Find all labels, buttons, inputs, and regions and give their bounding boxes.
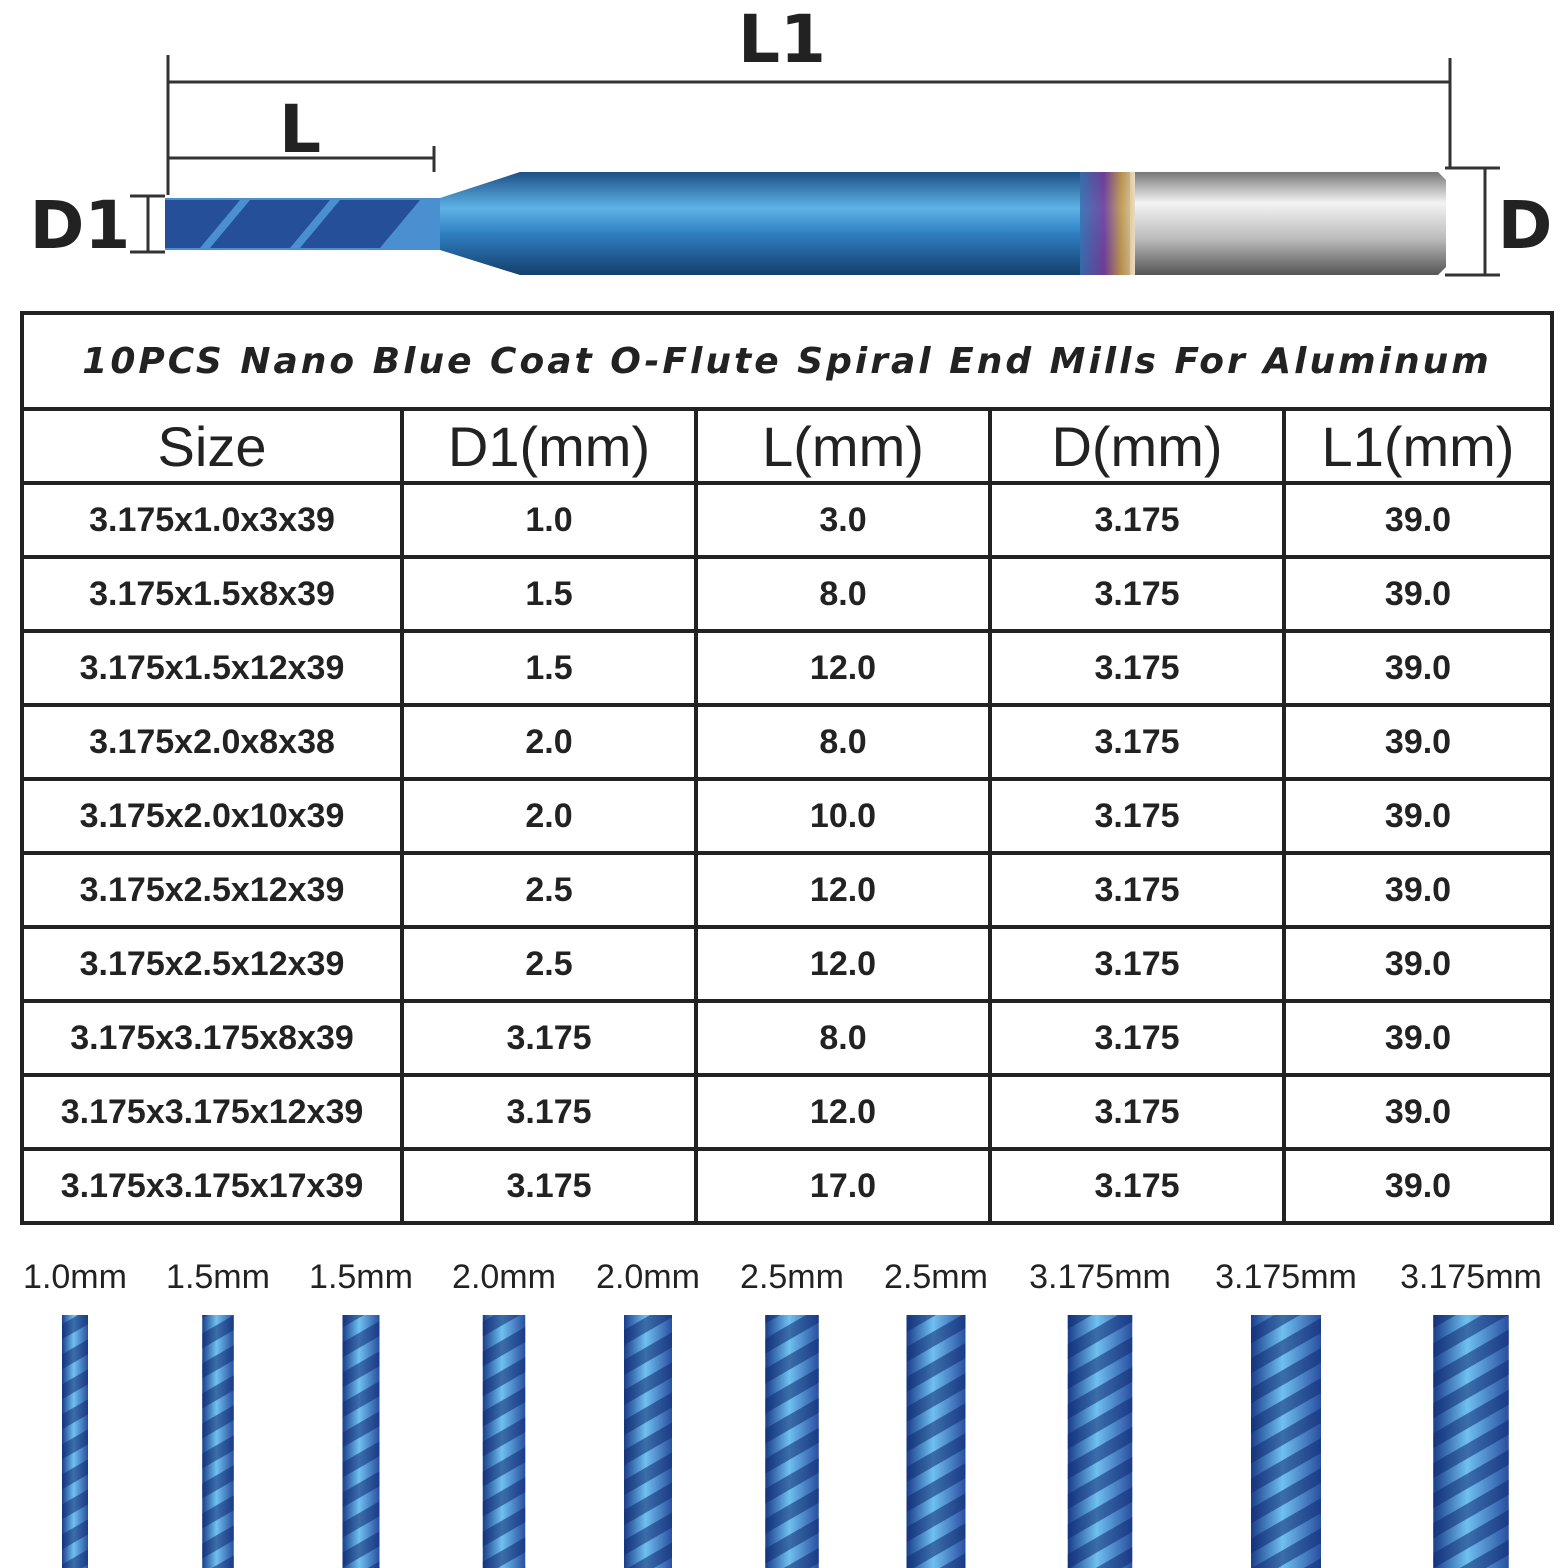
table-cell: 3.175 bbox=[988, 703, 1286, 781]
size-label: 1.0mm bbox=[23, 1258, 127, 1296]
table-cell: 3.175 bbox=[988, 629, 1286, 707]
table-cell: 3.175x3.175x8x39 bbox=[20, 999, 404, 1077]
table-row: 3.175x1.0x3x39 1.0 3.0 3.175 39.0 bbox=[20, 481, 1554, 559]
tool-diagram: L1 L D1 D bbox=[30, 1, 1553, 277]
table-cell: 3.175 bbox=[988, 925, 1286, 1003]
table-cell: 3.175 bbox=[988, 481, 1286, 559]
table-cell: 3.175x2.5x12x39 bbox=[20, 851, 404, 929]
table-row: 3.175x2.5x12x39 2.5 12.0 3.175 39.0 bbox=[20, 851, 1554, 929]
table-row: 3.175x2.0x10x39 2.0 10.0 3.175 39.0 bbox=[20, 777, 1554, 855]
table-cell: 2.0 bbox=[400, 777, 698, 855]
table-row: 3.175x2.5x12x39 2.5 12.0 3.175 39.0 bbox=[20, 925, 1554, 1003]
dimension-label: D bbox=[1498, 187, 1553, 264]
table-cell: 39.0 bbox=[1282, 703, 1554, 781]
table-cell: 12.0 bbox=[694, 851, 992, 929]
bit-flutes bbox=[202, 1315, 234, 1568]
table-cell: 2.5 bbox=[400, 925, 698, 1003]
bit-flutes bbox=[1067, 1315, 1133, 1568]
table-cell: 3.175x3.175x12x39 bbox=[20, 1073, 404, 1151]
table-cell: 3.175 bbox=[988, 555, 1286, 633]
size-label: 2.5mm bbox=[884, 1258, 988, 1296]
table-cell: 3.175x1.5x8x39 bbox=[20, 555, 404, 633]
table-cell: 3.175x1.0x3x39 bbox=[20, 481, 404, 559]
table-row: 3.175x1.5x12x39 1.5 12.0 3.175 39.0 bbox=[20, 629, 1554, 707]
size-label: 1.5mm bbox=[309, 1258, 413, 1296]
size-label: 1.5mm bbox=[166, 1258, 270, 1296]
column-header: Size bbox=[20, 407, 404, 485]
dimension-label: L1 bbox=[738, 1, 826, 78]
dimension-lines bbox=[130, 55, 1500, 277]
table-cell: 39.0 bbox=[1282, 629, 1554, 707]
spec-table: 10PCS Nano Blue Coat O-Flute Spiral End … bbox=[20, 311, 1554, 1225]
size-label: 2.0mm bbox=[596, 1258, 700, 1296]
table-cell: 39.0 bbox=[1282, 1147, 1554, 1225]
table-row: 3.175x3.175x8x39 3.175 8.0 3.175 39.0 bbox=[20, 999, 1554, 1077]
table-cell: 3.175 bbox=[988, 777, 1286, 855]
table-cell: 12.0 bbox=[694, 1073, 992, 1151]
table-cell: 39.0 bbox=[1282, 777, 1554, 855]
bit-flutes bbox=[765, 1315, 819, 1568]
column-header: D1(mm) bbox=[400, 407, 698, 485]
table-cell: 8.0 bbox=[694, 555, 992, 633]
bit-flutes bbox=[482, 1315, 526, 1568]
table-row: 3.175x3.175x17x39 3.175 17.0 3.175 39.0 bbox=[20, 1147, 1554, 1225]
table-cell: 3.175x2.0x10x39 bbox=[20, 777, 404, 855]
table-cell: 1.5 bbox=[400, 629, 698, 707]
table-cell: 39.0 bbox=[1282, 481, 1554, 559]
size-label: 2.0mm bbox=[452, 1258, 556, 1296]
size-label: 3.175mm bbox=[1029, 1258, 1171, 1296]
size-label: 3.175mm bbox=[1215, 1258, 1357, 1296]
table-cell: 12.0 bbox=[694, 629, 992, 707]
table-cell: 3.175 bbox=[988, 1073, 1286, 1151]
table-cell: 3.175x1.5x12x39 bbox=[20, 629, 404, 707]
size-label: 3.175mm bbox=[1400, 1258, 1542, 1296]
table-cell: 8.0 bbox=[694, 703, 992, 781]
column-header: L1(mm) bbox=[1282, 407, 1554, 485]
bit-flutes bbox=[1433, 1315, 1509, 1568]
table-cell: 3.0 bbox=[694, 481, 992, 559]
dimension-label: D1 bbox=[30, 187, 131, 264]
table-row: 3.175x3.175x12x39 3.175 12.0 3.175 39.0 bbox=[20, 1073, 1554, 1151]
table-row: 3.175x1.5x8x39 1.5 8.0 3.175 39.0 bbox=[20, 555, 1554, 633]
table-title: 10PCS Nano Blue Coat O-Flute Spiral End … bbox=[20, 311, 1554, 411]
table-cell: 2.0 bbox=[400, 703, 698, 781]
table-cell: 39.0 bbox=[1282, 851, 1554, 929]
table-cell: 39.0 bbox=[1282, 1073, 1554, 1151]
bit-flutes bbox=[624, 1315, 672, 1568]
table-cell: 3.175 bbox=[400, 1147, 698, 1225]
bit-flutes bbox=[62, 1315, 88, 1568]
bit-gallery: 1.0mm 1.5mm 1.5mm 2.0mm 2.0mm 2.5mm 2.5mm 3.175… bbox=[23, 1258, 1542, 1568]
table-cell: 3.175x2.5x12x39 bbox=[20, 925, 404, 1003]
end-mill bbox=[165, 172, 1446, 275]
table-body: 3.175x1.0x3x39 1.0 3.0 3.175 39.0 3.175x1.5x8… bbox=[20, 481, 1554, 1225]
table-cell: 2.5 bbox=[400, 851, 698, 929]
table-cell: 3.175 bbox=[400, 1073, 698, 1151]
column-header: L(mm) bbox=[694, 407, 992, 485]
table-cell: 3.175 bbox=[988, 851, 1286, 929]
bit-flutes bbox=[906, 1315, 966, 1568]
bit-flutes bbox=[1251, 1315, 1321, 1568]
table-row: 3.175x2.0x8x38 2.0 8.0 3.175 39.0 bbox=[20, 703, 1554, 781]
column-header: D(mm) bbox=[988, 407, 1286, 485]
table-cell: 3.175x2.0x8x38 bbox=[20, 703, 404, 781]
size-label: 2.5mm bbox=[740, 1258, 844, 1296]
table-cell: 1.0 bbox=[400, 481, 698, 559]
header-row: Size D1(mm) L(mm) D(mm) L1(mm) bbox=[20, 407, 1554, 485]
dimension-label: L bbox=[279, 91, 321, 168]
table-cell: 39.0 bbox=[1282, 999, 1554, 1077]
table-cell: 1.5 bbox=[400, 555, 698, 633]
table-cell: 17.0 bbox=[694, 1147, 992, 1225]
bit-flutes bbox=[342, 1315, 380, 1568]
table-cell: 10.0 bbox=[694, 777, 992, 855]
table-cell: 39.0 bbox=[1282, 555, 1554, 633]
table-cell: 39.0 bbox=[1282, 925, 1554, 1003]
table-cell: 3.175 bbox=[988, 999, 1286, 1077]
table-cell: 3.175 bbox=[988, 1147, 1286, 1225]
table-cell: 3.175 bbox=[400, 999, 698, 1077]
table-cell: 8.0 bbox=[694, 999, 992, 1077]
table-cell: 12.0 bbox=[694, 925, 992, 1003]
table-cell: 3.175x3.175x17x39 bbox=[20, 1147, 404, 1225]
